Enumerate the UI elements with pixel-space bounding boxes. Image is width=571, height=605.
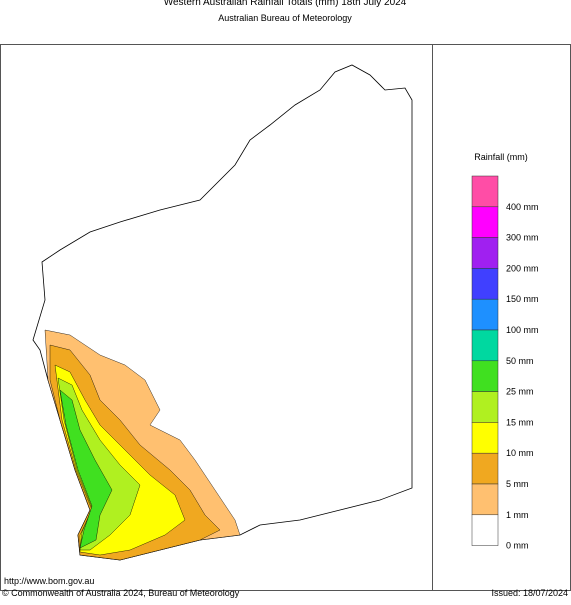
- legend-swatch: [471, 329, 499, 362]
- title: Western Australian Rainfall Totals (mm) …: [164, 0, 407, 8]
- legend-swatch: [471, 175, 499, 208]
- copyright: © Commonwealth of Australia 2024, Bureau…: [2, 588, 240, 598]
- legend-label: 10 mm: [506, 448, 534, 458]
- legend-label: 1 mm: [506, 510, 529, 520]
- legend-swatch: [471, 422, 499, 454]
- legend-swatch: [471, 298, 499, 331]
- legend-label: 0 mm: [506, 541, 529, 551]
- legend-label: 25 mm: [506, 387, 534, 397]
- legend-label: 15 mm: [506, 417, 534, 427]
- legend-label: 100 mm: [506, 325, 539, 335]
- legend-label: 150 mm: [506, 294, 539, 304]
- legend-swatch: [471, 452, 499, 485]
- subtitle: Australian Bureau of Meteorology: [218, 13, 352, 23]
- legend-label: 200 mm: [506, 263, 539, 273]
- legend-label: 300 mm: [506, 233, 539, 243]
- legend: Rainfall (mm) 400 mm 300 mm 200 mm 150 mm 10…: [471, 152, 539, 551]
- legend-swatch: [471, 514, 499, 546]
- legend-swatch: [471, 206, 499, 238]
- rain-15mm: [57, 377, 141, 551]
- map: [32, 64, 413, 561]
- legend-swatch: [471, 360, 499, 392]
- legend-swatch: [471, 483, 499, 516]
- rain-10mm: [54, 364, 186, 556]
- legend-label: 5 mm: [506, 479, 529, 489]
- url: http://www.bom.gov.au: [4, 576, 94, 586]
- issued: Issued: 18/07/2024: [491, 588, 568, 598]
- legend-swatch: [471, 268, 499, 300]
- legend-swatch: [471, 391, 499, 423]
- legend-title: Rainfall (mm): [474, 152, 528, 162]
- legend-swatch: [471, 237, 499, 269]
- rain-25mm: [59, 389, 113, 549]
- legend-label: 400 mm: [506, 202, 539, 212]
- legend-label: 50 mm: [506, 356, 534, 366]
